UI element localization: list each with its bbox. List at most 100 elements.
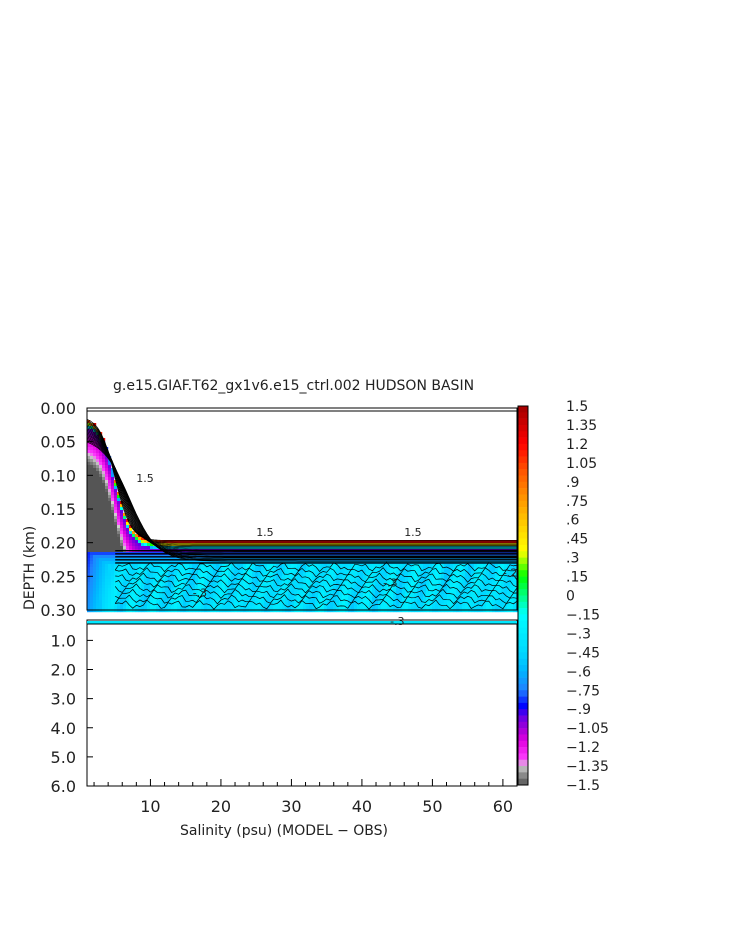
heatmap-cell — [237, 573, 241, 577]
heatmap-cell — [153, 606, 157, 610]
heatmap-cell — [111, 537, 115, 541]
heatmap-cell — [225, 609, 229, 613]
heatmap-cell — [282, 579, 286, 583]
heatmap-cell — [426, 573, 430, 577]
heatmap-cell — [93, 552, 97, 556]
heatmap-cell — [186, 597, 190, 601]
heatmap-cell — [111, 579, 115, 583]
heatmap-cell — [111, 573, 115, 577]
heatmap-cell — [288, 594, 292, 598]
heatmap-cell — [117, 591, 121, 595]
heatmap-cell — [243, 597, 247, 601]
heatmap-cell — [240, 579, 244, 583]
heatmap-cell — [96, 477, 100, 481]
heatmap-cell — [483, 603, 487, 607]
heatmap-cell — [108, 549, 112, 553]
heatmap-cell — [366, 588, 370, 592]
heatmap-cell — [435, 600, 439, 604]
heatmap-cell — [204, 597, 208, 601]
colorbar-swatch — [518, 734, 528, 742]
heatmap-cell — [174, 564, 178, 568]
heatmap-cell — [147, 597, 151, 601]
heatmap-cell — [141, 564, 145, 568]
heatmap-cell — [168, 576, 172, 580]
colorbar-swatch — [518, 456, 528, 464]
heatmap-cell — [258, 594, 262, 598]
heatmap-cell — [93, 522, 97, 526]
heatmap-cell — [483, 570, 487, 574]
heatmap-cell — [189, 573, 193, 577]
heatmap-cell — [159, 576, 163, 580]
heatmap-cell — [315, 576, 319, 580]
heatmap-cell — [513, 567, 517, 571]
heatmap-cell — [513, 600, 517, 604]
heatmap-cell — [291, 573, 295, 577]
heatmap-cell — [462, 573, 466, 577]
heatmap-cell — [111, 561, 115, 565]
heatmap-cell — [306, 573, 310, 577]
heatmap-cell — [96, 474, 100, 478]
heatmap-cell — [267, 579, 271, 583]
heatmap-cell — [90, 537, 94, 541]
heatmap-cell — [354, 579, 358, 583]
heatmap-cell — [168, 543, 172, 547]
heatmap-cell — [186, 543, 190, 547]
heatmap-cell — [96, 600, 100, 604]
heatmap-cell — [126, 522, 130, 526]
heatmap-cell — [507, 606, 511, 610]
heatmap-cell — [120, 504, 124, 508]
heatmap-cell — [111, 585, 115, 589]
heatmap-cell — [246, 588, 250, 592]
heatmap-cell — [105, 486, 109, 490]
heatmap-cell — [405, 588, 409, 592]
heatmap-cell — [228, 603, 232, 607]
heatmap-cell — [96, 519, 100, 523]
heatmap-cell — [90, 561, 94, 565]
heatmap-cell — [108, 537, 112, 541]
heatmap-cell — [273, 573, 277, 577]
colorbar-tick-label: −.9 — [566, 702, 591, 718]
heatmap-cell — [423, 573, 427, 577]
heatmap-cell — [123, 567, 127, 571]
heatmap-cell — [165, 582, 169, 586]
heatmap-cell — [318, 597, 322, 601]
heatmap-cell — [117, 588, 121, 592]
heatmap-cell — [237, 588, 241, 592]
heatmap-cell — [129, 576, 133, 580]
heatmap-cell — [105, 549, 109, 553]
heatmap-cell — [138, 540, 142, 544]
heatmap-cell — [177, 597, 181, 601]
heatmap-cell — [339, 597, 343, 601]
heatmap-cell — [117, 534, 121, 538]
colorbar-swatch — [518, 740, 528, 748]
colorbar-swatch — [518, 513, 528, 520]
heatmap-cell — [105, 552, 109, 556]
heatmap-cell — [105, 471, 109, 475]
heatmap-cell — [135, 570, 139, 574]
heatmap-cell — [282, 585, 286, 589]
heatmap-cell — [327, 597, 331, 601]
heatmap-cell — [411, 609, 415, 613]
heatmap-cell — [105, 459, 109, 463]
heatmap-cell — [243, 594, 247, 598]
heatmap-cell — [282, 582, 286, 586]
heatmap-cell — [405, 603, 409, 607]
heatmap-cell — [351, 609, 355, 613]
heatmap-cell — [432, 588, 436, 592]
heatmap-cell — [351, 573, 355, 577]
heatmap-cell — [246, 609, 250, 613]
heatmap-cell — [369, 570, 373, 574]
heatmap-cell — [498, 606, 502, 610]
heatmap-cell — [213, 564, 217, 568]
heatmap-cell — [105, 465, 109, 469]
heatmap-cell — [369, 579, 373, 583]
heatmap-cell — [252, 597, 256, 601]
heatmap-cell — [102, 477, 106, 481]
heatmap-cell — [507, 573, 511, 577]
colorbar-swatch — [518, 601, 528, 609]
heatmap-cell — [261, 570, 265, 574]
heatmap-cell — [165, 588, 169, 592]
heatmap-cell — [444, 564, 448, 568]
heatmap-cell — [141, 573, 145, 577]
heatmap-cell — [504, 567, 508, 571]
